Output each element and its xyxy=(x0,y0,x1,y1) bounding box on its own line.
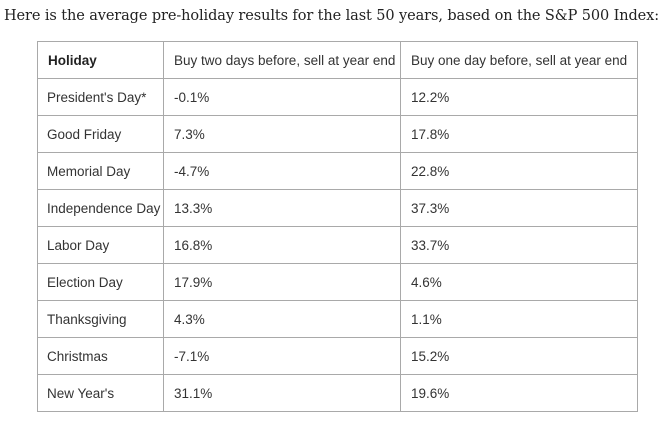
column-header-holiday: Holiday xyxy=(37,41,164,79)
two-days-before-cell: 31.1% xyxy=(163,374,401,412)
one-day-before-cell: 15.2% xyxy=(400,337,638,375)
table-row: Good Friday 7.3% 17.8% xyxy=(37,115,638,153)
two-days-before-cell: -0.1% xyxy=(163,78,401,116)
one-day-before-cell: 4.6% xyxy=(400,263,638,301)
holiday-results-table: Holiday Buy two days before, sell at yea… xyxy=(37,41,638,412)
table-row: Labor Day 16.8% 33.7% xyxy=(37,226,638,264)
table-row: Election Day 17.9% 4.6% xyxy=(37,263,638,301)
one-day-before-cell: 22.8% xyxy=(400,152,638,190)
column-header-buy-two-days: Buy two days before, sell at year end xyxy=(163,41,401,79)
holiday-cell: Election Day xyxy=(37,263,164,301)
table-row: Independence Day 13.3% 37.3% xyxy=(37,189,638,227)
table-row: Thanksgiving 4.3% 1.1% xyxy=(37,300,638,338)
table-header-row: Holiday Buy two days before, sell at yea… xyxy=(37,41,638,79)
one-day-before-cell: 33.7% xyxy=(400,226,638,264)
two-days-before-cell: -4.7% xyxy=(163,152,401,190)
one-day-before-cell: 12.2% xyxy=(400,78,638,116)
two-days-before-cell: 16.8% xyxy=(163,226,401,264)
one-day-before-cell: 37.3% xyxy=(400,189,638,227)
holiday-cell: Thanksgiving xyxy=(37,300,164,338)
table-row: New Year's 31.1% 19.6% xyxy=(37,374,638,412)
holiday-cell: New Year's xyxy=(37,374,164,412)
table-row: President's Day* -0.1% 12.2% xyxy=(37,78,638,116)
two-days-before-cell: 17.9% xyxy=(163,263,401,301)
two-days-before-cell: 7.3% xyxy=(163,115,401,153)
holiday-cell: Labor Day xyxy=(37,226,164,264)
table-row: Christmas -7.1% 15.2% xyxy=(37,337,638,375)
holiday-cell: Memorial Day xyxy=(37,152,164,190)
holiday-cell: Good Friday xyxy=(37,115,164,153)
two-days-before-cell: -7.1% xyxy=(163,337,401,375)
two-days-before-cell: 13.3% xyxy=(163,189,401,227)
one-day-before-cell: 1.1% xyxy=(400,300,638,338)
table-row: Memorial Day -4.7% 22.8% xyxy=(37,152,638,190)
two-days-before-cell: 4.3% xyxy=(163,300,401,338)
intro-paragraph: Here is the average pre-holiday results … xyxy=(4,8,660,24)
holiday-cell: Independence Day xyxy=(37,189,164,227)
one-day-before-cell: 19.6% xyxy=(400,374,638,412)
column-header-buy-one-day: Buy one day before, sell at year end xyxy=(400,41,638,79)
holiday-cell: Christmas xyxy=(37,337,164,375)
holiday-cell: President's Day* xyxy=(37,78,164,116)
one-day-before-cell: 17.8% xyxy=(400,115,638,153)
